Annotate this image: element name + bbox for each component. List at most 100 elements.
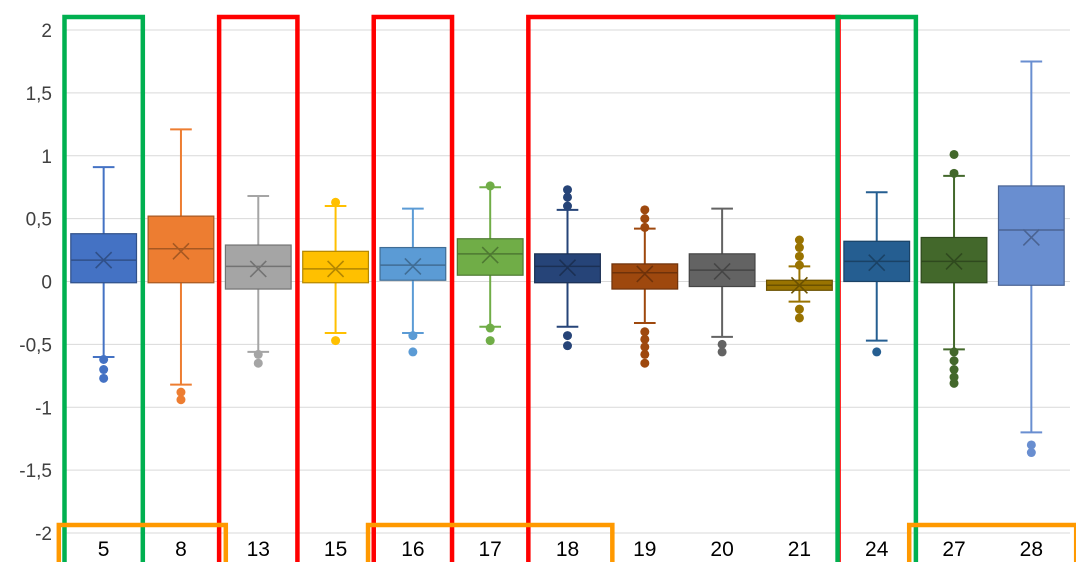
outlier-point bbox=[563, 331, 572, 341]
y-tick-label: 2 bbox=[41, 21, 52, 42]
highlight-frame bbox=[216, 14, 300, 562]
label-highlight-frame bbox=[56, 522, 229, 562]
x-tick-label: 19 bbox=[633, 538, 656, 561]
outlier-point bbox=[949, 372, 959, 382]
box-24 bbox=[843, 191, 911, 357]
mean-marker bbox=[95, 251, 113, 269]
label-highlight-frame bbox=[365, 522, 615, 562]
outlier-point bbox=[794, 251, 804, 261]
outlier-point bbox=[949, 365, 959, 375]
outlier-point bbox=[331, 197, 341, 207]
y-tick-label: 1,5 bbox=[26, 84, 52, 105]
label-highlight-frames bbox=[56, 522, 1076, 562]
box-iqr bbox=[379, 246, 447, 281]
outlier-point bbox=[640, 342, 650, 352]
box-27 bbox=[920, 149, 988, 388]
highlight-frame bbox=[62, 14, 146, 562]
x-tick-label: 21 bbox=[788, 538, 811, 561]
mean-marker bbox=[327, 260, 345, 278]
y-tick-label: -1 bbox=[35, 398, 52, 419]
outlier-point bbox=[949, 378, 959, 388]
outlier-point bbox=[99, 373, 109, 383]
outlier-point bbox=[99, 365, 109, 375]
x-tick-label: 16 bbox=[401, 538, 424, 561]
mean-marker bbox=[481, 246, 499, 264]
box-series bbox=[70, 60, 1065, 458]
outlier-point bbox=[331, 336, 341, 346]
outlier-point bbox=[640, 214, 650, 224]
outlier-point bbox=[949, 168, 959, 178]
outlier-point bbox=[949, 356, 959, 366]
outlier-point bbox=[485, 181, 495, 191]
outlier-point bbox=[408, 347, 418, 357]
box-iqr bbox=[302, 250, 370, 284]
x-axis: 5 8 13 15 16 17 18 19 20 21 24 27 28 bbox=[98, 538, 1043, 561]
outlier-point bbox=[949, 347, 959, 357]
box-28 bbox=[997, 60, 1065, 458]
outlier-point bbox=[253, 349, 263, 359]
outlier-point bbox=[640, 205, 650, 215]
mean-marker bbox=[713, 262, 731, 281]
outlier-point bbox=[794, 243, 804, 253]
outlier-point bbox=[485, 336, 495, 346]
outlier-point bbox=[949, 149, 959, 159]
highlight-frames bbox=[62, 14, 919, 562]
box-iqr bbox=[456, 238, 524, 276]
x-tick-label: 17 bbox=[479, 538, 502, 561]
box-5 bbox=[70, 166, 138, 383]
outlier-point bbox=[485, 323, 495, 333]
outlier-point bbox=[794, 313, 804, 323]
outlier-point bbox=[640, 222, 650, 232]
box-iqr bbox=[997, 185, 1065, 286]
outlier-point bbox=[794, 235, 804, 245]
x-tick-label: 28 bbox=[1020, 538, 1043, 561]
y-tick-label: 1 bbox=[41, 147, 52, 168]
y-tick-label: -0,5 bbox=[19, 335, 52, 356]
outlier-point bbox=[176, 387, 186, 397]
outlier-point bbox=[408, 331, 418, 341]
outlier-point bbox=[253, 358, 263, 368]
highlight-frame bbox=[835, 14, 919, 562]
x-tick-label: 8 bbox=[175, 538, 187, 561]
mean-marker bbox=[790, 276, 808, 294]
outlier-point bbox=[640, 327, 650, 337]
mean-marker bbox=[249, 260, 267, 278]
box-iqr bbox=[611, 263, 679, 290]
outlier-point bbox=[794, 260, 804, 270]
box-16 bbox=[379, 207, 447, 357]
mean-marker bbox=[172, 242, 190, 260]
mean-marker bbox=[1022, 228, 1040, 247]
outlier-point bbox=[872, 347, 882, 357]
box-13 bbox=[224, 194, 292, 368]
outlier-point bbox=[717, 347, 727, 357]
x-tick-label: 13 bbox=[247, 538, 270, 561]
x-tick-label: 24 bbox=[865, 538, 889, 561]
mean-marker bbox=[558, 259, 577, 277]
x-tick-label: 20 bbox=[710, 538, 733, 561]
y-tick-label: 0,5 bbox=[26, 210, 52, 231]
box-19 bbox=[611, 205, 679, 368]
outlier-point bbox=[640, 334, 650, 344]
box-8 bbox=[147, 128, 215, 405]
outlier-point bbox=[794, 304, 804, 314]
outlier-point bbox=[99, 354, 109, 364]
y-tick-label: 0 bbox=[41, 273, 52, 294]
outlier-point bbox=[563, 185, 572, 195]
x-tick-label: 27 bbox=[942, 538, 965, 561]
outlier-point bbox=[1026, 440, 1036, 450]
box-iqr bbox=[70, 233, 138, 284]
x-tick-label: 15 bbox=[324, 538, 347, 561]
box-iqr bbox=[920, 236, 988, 284]
x-tick-label: 18 bbox=[556, 538, 579, 561]
outlier-point bbox=[563, 201, 572, 211]
mean-marker bbox=[404, 257, 422, 275]
box-20 bbox=[688, 207, 756, 357]
y-tick-label: -1,5 bbox=[19, 461, 52, 482]
outlier-point bbox=[176, 395, 186, 405]
mean-marker bbox=[636, 265, 654, 283]
box-17 bbox=[456, 181, 524, 346]
x-tick-label: 5 bbox=[98, 538, 110, 561]
outlier-point bbox=[1026, 448, 1036, 458]
mean-marker bbox=[868, 254, 886, 272]
label-highlight-frame bbox=[906, 522, 1076, 562]
